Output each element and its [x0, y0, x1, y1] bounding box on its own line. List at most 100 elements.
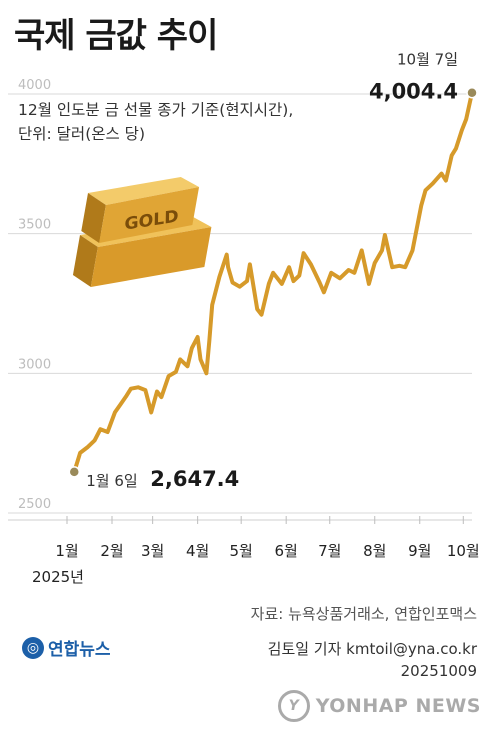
gold-bar-upper-side — [81, 193, 106, 243]
data-point — [419, 204, 423, 208]
reporter-credit: 김토일 기자 kmtoil@yna.co.kr — [267, 640, 477, 658]
x-tick-label: 2월 — [100, 542, 123, 560]
data-point — [383, 233, 387, 237]
data-point — [423, 188, 428, 192]
data-point — [248, 262, 252, 266]
data-point — [124, 394, 129, 398]
data-point — [271, 271, 275, 275]
y-tick-label: 3000 — [18, 357, 51, 372]
data-point — [352, 271, 357, 275]
data-point — [431, 181, 435, 185]
watermark-icon: Y — [277, 690, 310, 722]
data-point — [210, 303, 214, 307]
data-point — [444, 178, 448, 183]
data-point — [297, 273, 301, 278]
page-title: 국제 금값 추이 — [14, 16, 218, 56]
data-point — [291, 279, 296, 283]
data-point — [159, 395, 163, 399]
data-point — [204, 371, 208, 375]
x-axis: 1월 2월 3월 4월 5월 6월 7월 8월 9월 10월 2025년 — [8, 516, 480, 586]
yonhap-logo-icon: ◎ — [22, 636, 44, 659]
data-point — [403, 265, 407, 269]
gold-bar-lower-front — [90, 227, 212, 287]
data-point — [460, 128, 464, 132]
data-point — [207, 339, 211, 343]
gold-bar-lower-side — [72, 235, 98, 287]
annotations: 1월 6일 2,647.4 10월 7일 4,004.4 — [68, 51, 478, 491]
date-code: 20251009 — [400, 662, 477, 680]
data-point — [85, 445, 89, 449]
data-point — [255, 307, 259, 311]
subtitle-line-1: 12월 인도분 금 선물 종가 기준(현지시간), — [18, 101, 294, 119]
data-point — [226, 265, 230, 269]
data-point — [410, 248, 415, 253]
watermark: Y YONHAP NEWS — [277, 690, 481, 722]
data-point — [129, 387, 133, 391]
gold-bar-upper-front — [99, 187, 200, 243]
source-note: 자료: 뉴욕상품거래소, 연합인포맥스 — [250, 605, 477, 623]
x-tick-label: 9월 — [408, 542, 431, 560]
start-value-label: 2,647.4 — [150, 467, 239, 491]
data-point — [454, 146, 458, 151]
start-date-label: 1월 6일 — [86, 472, 137, 490]
data-point — [136, 385, 140, 389]
data-point — [106, 430, 110, 434]
x-tick-label: 8월 — [363, 542, 386, 560]
data-point — [380, 248, 384, 253]
x-tick-label: 7월 — [318, 542, 341, 560]
gold-bars-illustration: GOLD — [72, 177, 212, 287]
grid-lines: 2500 3000 3500 4000 — [8, 78, 472, 514]
data-point — [190, 346, 194, 350]
price-line — [72, 90, 474, 474]
data-point — [230, 280, 235, 285]
data-point — [185, 364, 190, 368]
data-point — [113, 410, 117, 415]
chart-subtitle: 12월 인도분 금 선물 종가 기준(현지시간), 단위: 달러(온스 당) — [18, 98, 318, 146]
data-point — [98, 427, 102, 431]
data-point — [338, 276, 342, 280]
data-point — [439, 171, 444, 176]
yonhap-logo-text: 연합뉴스 — [48, 640, 111, 660]
x-tick-label: 10월 — [447, 542, 480, 560]
subtitle-line-2: 단위: 달러(온스 당) — [18, 125, 145, 143]
data-point — [267, 282, 271, 286]
data-point — [450, 153, 454, 158]
data-point — [322, 290, 326, 294]
data-point — [92, 438, 97, 442]
data-point — [397, 264, 402, 268]
data-point — [167, 374, 171, 378]
data-point — [373, 261, 377, 265]
data-point — [360, 248, 364, 253]
data-point — [149, 410, 153, 415]
data-point — [196, 335, 200, 339]
data-point — [309, 262, 313, 266]
data-point — [287, 265, 291, 269]
x-tick-label: 3월 — [141, 542, 164, 560]
data-point — [198, 357, 203, 361]
y-tick-label: 4000 — [18, 78, 51, 93]
data-point — [329, 271, 333, 275]
gold-price-chart: 2500 3000 3500 4000 GOLD 1월 6일 2,647.4 10월 7일… — [8, 51, 480, 586]
data-point — [119, 402, 123, 406]
start-marker — [68, 466, 81, 478]
end-value-label: 4,004.4 — [369, 80, 458, 104]
end-marker — [466, 86, 478, 99]
data-point — [302, 251, 306, 255]
watermark-text: YONHAP NEWS — [315, 695, 481, 717]
data-point — [217, 275, 222, 279]
data-point — [367, 282, 371, 286]
price-series-line — [72, 90, 474, 474]
y-tick-label: 2500 — [18, 497, 51, 512]
data-point — [245, 279, 249, 283]
x-tick-label: 5월 — [230, 542, 253, 560]
data-point — [178, 357, 182, 361]
x-tick-label: 6월 — [275, 542, 298, 560]
credit-block: 김토일 기자 kmtoil@yna.co.kr 20251009 — [268, 638, 477, 682]
data-point — [280, 282, 284, 286]
data-point — [464, 117, 468, 121]
data-point — [174, 370, 178, 374]
yonhap-logo: ◎ 연합뉴스 — [22, 635, 111, 660]
data-point — [347, 268, 351, 272]
end-date-label: 10월 7일 — [397, 51, 458, 69]
year-label: 2025년 — [32, 568, 84, 586]
